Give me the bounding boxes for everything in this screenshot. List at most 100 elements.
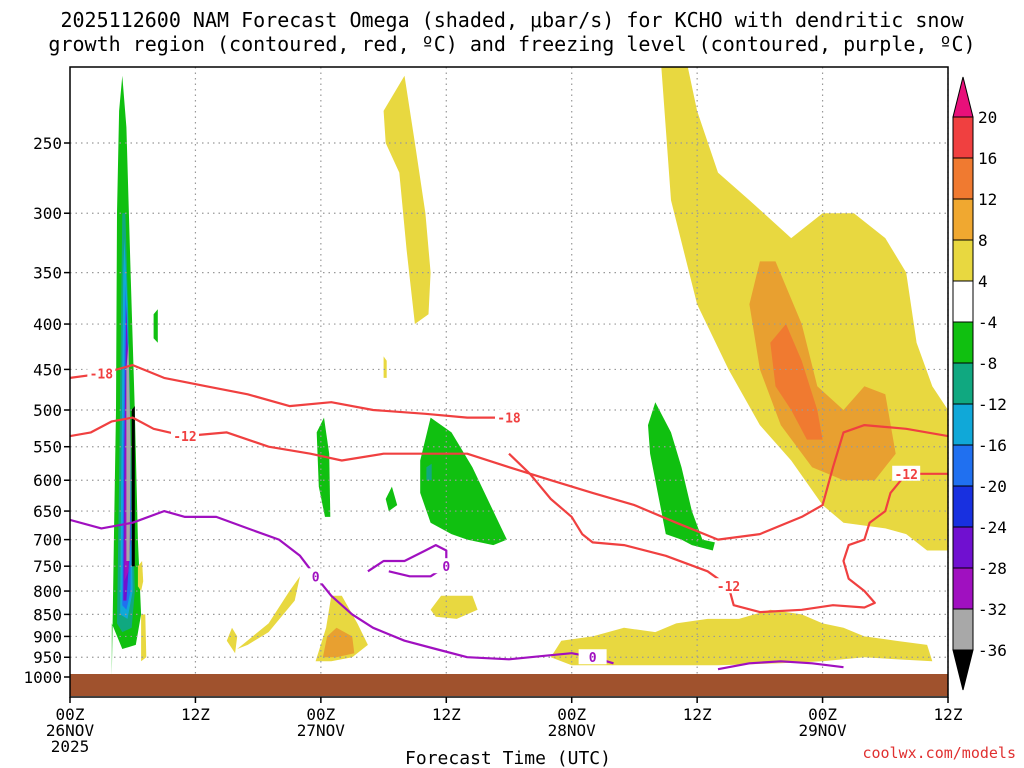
colorbar-label: 4 [978,272,988,291]
x-tick-label: 26NOV [46,721,95,740]
y-tick-label: 300 [33,204,62,223]
omega-region-ascent-low-7-14 [430,595,478,619]
colorbar-label: -28 [978,559,1007,578]
colorbar-band [952,567,974,610]
freezing-contour-label: 0 [442,560,450,575]
y-tick-label: 500 [33,401,62,420]
y-tick-label: 250 [33,134,62,153]
colorbar-band [952,485,974,528]
omega-region-strong-column-6 [126,342,131,561]
colorbar-label: -36 [978,641,1007,660]
x-tick-label: 2025 [51,737,90,756]
colorbar-band [952,608,974,651]
dgz-contour-1 [70,416,948,541]
dgz-contour-label: -12 [717,580,740,595]
y-tick-label: 900 [33,627,62,646]
freezing-contour-0 [70,510,614,665]
colorbar-band [952,116,974,159]
colorbar-band [952,321,974,364]
x-tick-label: 12Z [432,705,461,724]
colorbar-band [952,198,974,241]
colorbar-band [952,239,974,282]
y-tick-label: 800 [33,582,62,601]
omega-colorbar: 20 16 12 8 4 -4 -8 -12 -16 -20 -24 -28 -32 -36 [952,76,1007,691]
omega-region-ascent-low-4-11 [226,627,238,654]
dgz-contour-label-bg [714,578,743,594]
colorbar-label: 8 [978,231,988,250]
temperature-contours: -18 -18 -12 -12 -12 0 0 0 [70,364,948,671]
colorbar-label: -8 [978,354,997,373]
dgz-contour-0 [70,364,509,419]
omega-region-ascent-low-3-10 [237,576,300,649]
omega-region-descent-4-21 [648,402,715,551]
omega-shading [111,67,948,678]
y-tick-label: 350 [33,264,62,283]
colorbar-band [952,444,974,487]
dgz-contour-2 [508,452,948,614]
title-line-1: 2025112600 NAM Forecast Omega (shaded, μ… [60,8,964,32]
x-tick-label: 00Z [557,705,586,724]
colorbar-label: 12 [978,190,997,209]
dgz-contour-label: -12 [173,430,196,445]
dgz-contour-label-bg [170,428,199,444]
x-tick-label: 29NOV [798,721,847,740]
colorbar-label: -16 [978,436,1007,455]
freezing-contour-label-bg [578,649,607,665]
x-tick-label: 00Z [306,705,335,724]
colorbar-band [952,280,974,323]
freezing-contour-label: 0 [312,570,320,585]
x-tick-label: 00Z [808,705,837,724]
dgz-contour-label: -18 [497,412,521,427]
colorbar-label: -20 [978,477,1007,496]
omega-region-descent-1-17 [316,417,331,517]
omega-region-descent-2-inner-19 [426,463,432,481]
x-tick-label: 00Z [56,705,85,724]
colorbar-band [952,403,974,446]
colorbar-label: 16 [978,149,997,168]
omega-region-ascent-late-deep-25 [770,324,823,440]
colorbar-band [952,157,974,200]
colorbar-bottom-arrow [952,649,974,691]
omega-region-ascent-low-1-8 [137,561,144,591]
x-tick-label: 27NOV [297,721,346,740]
y-tick-label: 750 [33,557,62,576]
dgz-contour-label: -18 [90,368,114,383]
omega-region-descent-2-18 [420,417,507,546]
y-tick-label: 400 [33,315,62,334]
omega-region-ascent-low-2-9 [141,614,147,662]
omega-region-descent-3-20 [385,486,398,512]
y-tick-label: 650 [33,502,62,521]
y-tick-label: 600 [33,471,62,490]
colorbar-label: -4 [978,313,997,332]
y-tick-label: 1000 [23,668,62,687]
y-axis: 250 300 350 400 450 500 550 600 650 700 750 800 850 9… [23,134,70,687]
freezing-contour-label-bg [301,568,330,584]
omega-region-ascent-sfc-26 [550,609,933,666]
dgz-contour-label-bg [495,409,523,425]
omega-region-ascent-dot-16 [383,356,387,378]
omega-region-ascent-upper-15 [383,75,431,324]
dgz-contour-label: -12 [894,468,917,483]
omega-region-ascent-late-orange-24 [749,261,896,481]
x-axis-label: Forecast Time (UTC) [405,748,611,768]
y-tick-label: 850 [33,605,62,624]
plot-frame [69,66,949,698]
colorbar-label: 20 [978,108,997,127]
omega-region-descent-5-22 [153,309,158,343]
y-tick-label: 700 [33,531,62,550]
x-tick-label: 12Z [683,705,712,724]
ground-surface [70,674,948,696]
credit-link[interactable]: coolwx.com/models [862,744,1016,762]
colorbar-band [952,526,974,569]
colorbar-label: -32 [978,600,1007,619]
colorbar-band [952,362,974,405]
colorbar-label: -24 [978,518,1007,537]
x-tick-label: 12Z [934,705,963,724]
chart-title: 2025112600 NAM Forecast Omega (shaded, μ… [0,8,1024,56]
x-tick-label: 28NOV [548,721,597,740]
colorbar-label: -12 [978,395,1007,414]
x-tick-label: 12Z [181,705,210,724]
dgz-contour-label-bg [892,465,921,481]
